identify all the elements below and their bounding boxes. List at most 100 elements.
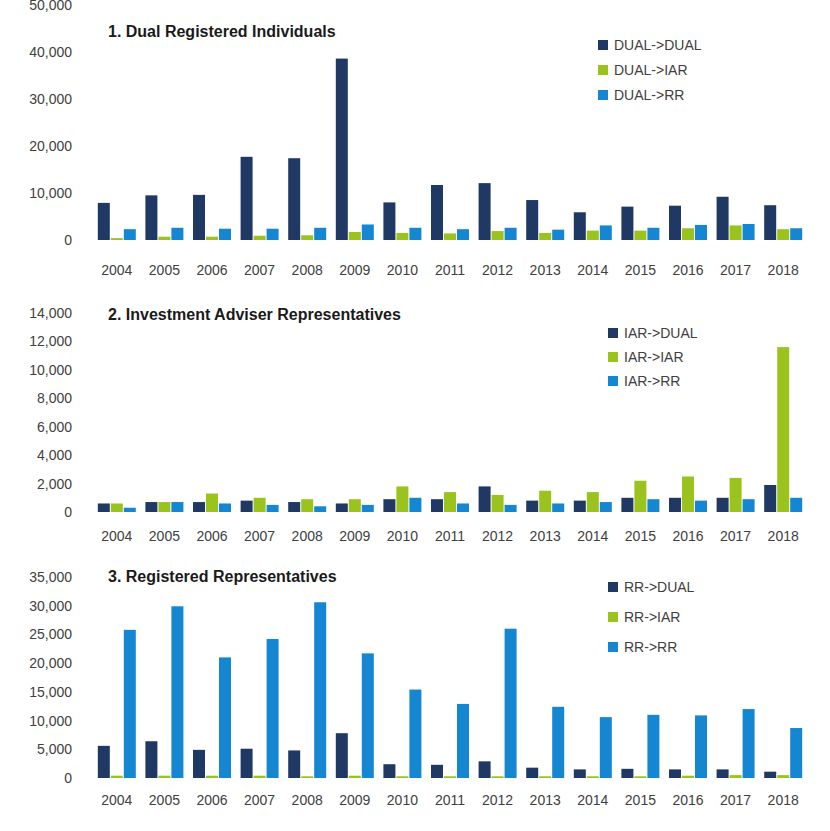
bar bbox=[267, 639, 279, 778]
bar bbox=[396, 233, 408, 240]
bar bbox=[669, 498, 681, 512]
bar bbox=[790, 498, 802, 512]
bar bbox=[539, 233, 551, 240]
bar bbox=[777, 347, 789, 512]
bar bbox=[669, 206, 681, 240]
bar bbox=[682, 228, 694, 240]
x-tick-label: 2012 bbox=[482, 528, 513, 544]
bar bbox=[457, 229, 469, 240]
y-tick-label: 8,000 bbox=[37, 390, 72, 406]
x-tick-label: 2009 bbox=[339, 262, 370, 278]
bar bbox=[621, 207, 633, 240]
panel: 010,00020,00030,00040,00050,000200420052… bbox=[29, 0, 802, 278]
x-tick-label: 2010 bbox=[387, 262, 418, 278]
bar bbox=[552, 707, 564, 778]
bar bbox=[383, 764, 395, 778]
bar bbox=[111, 503, 123, 512]
y-tick bbox=[78, 778, 82, 779]
bar bbox=[743, 224, 755, 240]
bar bbox=[206, 494, 218, 512]
bar bbox=[777, 775, 789, 778]
legend-swatch bbox=[598, 65, 608, 75]
bar bbox=[730, 478, 742, 512]
bar bbox=[193, 502, 205, 512]
bar bbox=[764, 205, 776, 240]
bar bbox=[314, 506, 326, 512]
y-tick-label: 20,000 bbox=[29, 138, 72, 154]
bar bbox=[301, 499, 313, 512]
bar bbox=[574, 501, 586, 512]
y-tick-label: 12,000 bbox=[29, 333, 72, 349]
bar bbox=[111, 238, 123, 240]
bar bbox=[600, 717, 612, 778]
y-tick bbox=[78, 398, 82, 399]
x-tick-label: 2016 bbox=[672, 792, 703, 808]
x-tick-label: 2011 bbox=[435, 528, 465, 544]
y-tick bbox=[78, 634, 82, 635]
y-tick bbox=[78, 240, 82, 241]
legend: IAR->DUALIAR->IARIAR->RR bbox=[608, 325, 698, 389]
bar bbox=[314, 602, 326, 778]
y-tick bbox=[78, 99, 82, 100]
bar bbox=[743, 709, 755, 778]
bar bbox=[790, 228, 802, 240]
bar bbox=[193, 750, 205, 778]
bar bbox=[526, 768, 538, 778]
bar bbox=[396, 776, 408, 778]
y-tick bbox=[78, 369, 82, 370]
x-tick-label: 2012 bbox=[482, 262, 513, 278]
bar bbox=[254, 498, 266, 512]
y-tick-label: 25,000 bbox=[29, 626, 72, 642]
x-tick-label: 2015 bbox=[625, 792, 656, 808]
bar bbox=[587, 231, 599, 240]
bar bbox=[267, 505, 279, 512]
x-tick-label: 2014 bbox=[577, 528, 608, 544]
bar bbox=[457, 503, 469, 512]
bar bbox=[717, 498, 729, 512]
bar bbox=[301, 776, 313, 778]
y-tick-label: 50,000 bbox=[29, 0, 72, 13]
y-tick-label: 14,000 bbox=[29, 305, 72, 321]
bar bbox=[383, 202, 395, 240]
bar bbox=[790, 728, 802, 778]
bar bbox=[336, 59, 348, 240]
bar bbox=[587, 776, 599, 778]
x-tick-label: 2014 bbox=[577, 262, 608, 278]
x-tick-label: 2006 bbox=[196, 528, 227, 544]
bar bbox=[552, 503, 564, 512]
x-tick-label: 2010 bbox=[387, 528, 418, 544]
legend-swatch bbox=[608, 328, 618, 338]
y-tick bbox=[78, 455, 82, 456]
y-tick-label: 4,000 bbox=[37, 447, 72, 463]
bar bbox=[409, 228, 421, 240]
chart-title: 1. Dual Registered Individuals bbox=[108, 23, 336, 40]
bar bbox=[634, 481, 646, 512]
bar bbox=[193, 195, 205, 240]
legend-swatch bbox=[608, 376, 618, 386]
bar bbox=[600, 225, 612, 240]
panel: 05,00010,00015,00020,00025,00030,00035,0… bbox=[29, 568, 802, 808]
y-tick-label: 10,000 bbox=[29, 362, 72, 378]
x-tick-label: 2018 bbox=[768, 262, 799, 278]
bar bbox=[145, 502, 157, 512]
bar bbox=[301, 235, 313, 240]
y-tick bbox=[78, 577, 82, 578]
bar bbox=[431, 765, 443, 778]
bar bbox=[730, 225, 742, 240]
x-tick-label: 2012 bbox=[482, 792, 513, 808]
x-tick-label: 2015 bbox=[625, 262, 656, 278]
bar bbox=[267, 229, 279, 240]
y-tick-label: 0 bbox=[64, 770, 72, 786]
legend-label: RR->RR bbox=[624, 639, 677, 655]
chart-title: 2. Investment Adviser Representatives bbox=[108, 306, 401, 323]
y-tick-label: 40,000 bbox=[29, 44, 72, 60]
legend-swatch bbox=[608, 582, 618, 592]
y-tick-label: 15,000 bbox=[29, 684, 72, 700]
bar bbox=[349, 499, 361, 512]
legend-swatch bbox=[608, 642, 618, 652]
y-tick-label: 5,000 bbox=[37, 741, 72, 757]
bar bbox=[219, 503, 231, 512]
bar bbox=[682, 776, 694, 778]
panel: 02,0004,0006,0008,00010,00012,00014,0002… bbox=[29, 305, 802, 544]
x-tick-label: 2008 bbox=[292, 528, 323, 544]
